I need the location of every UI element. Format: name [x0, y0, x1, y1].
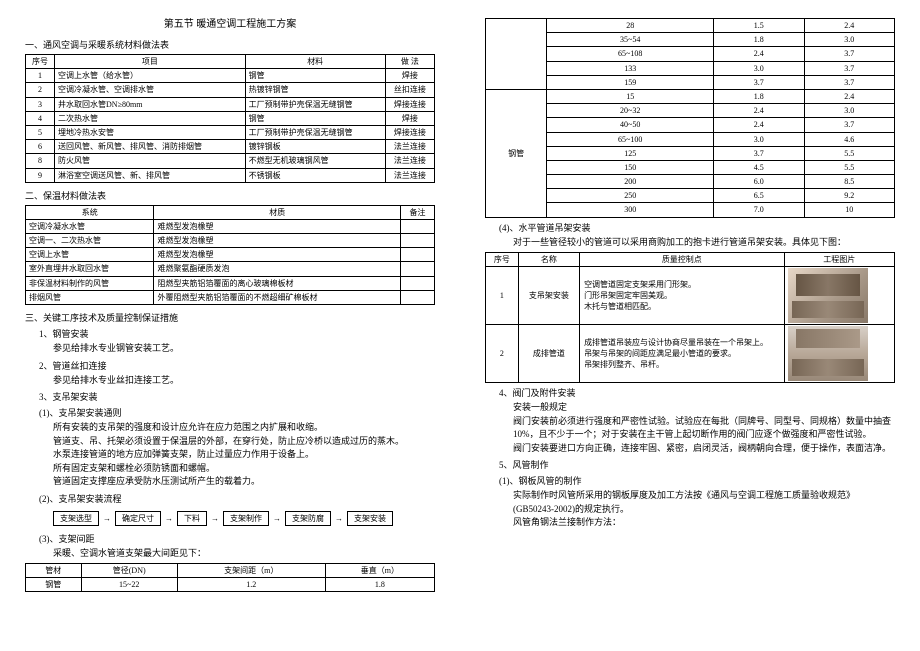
flow-diagram: 支架选型→确定尺寸→下料→支架制作→支架防腐→支架安装	[53, 511, 435, 526]
section-3-heading: 三、关键工序技术及质量控制保证措施	[25, 311, 435, 324]
s6-t2: 风管角钢法兰接制作方法：	[513, 516, 895, 530]
s5-t1: 安装一般规定	[513, 401, 895, 415]
s4-heading: (4)、水平管道吊架安装	[499, 221, 895, 234]
s3-p31e: 管道固定支撑座应承受防水压测试所产生的载着力。	[53, 475, 435, 489]
s3-p33a: 采暖、空调水管道支架最大间距见下：	[53, 547, 435, 561]
spacing-table: 管材管径(DN)支架间距（m）垂直（m） 钢管15~221.21.8	[25, 563, 435, 592]
s6-p1: (1)、钢板风管的制作	[499, 474, 895, 487]
section-2-heading: 二、保温材料做法表	[25, 189, 435, 202]
s3-p32: (2)、支吊架安装流程	[39, 492, 435, 505]
right-page: 281.52.435~541.83.065~1082.43.71333.03.7…	[460, 0, 920, 651]
s5-t3: 阀门安装要进口方向正确，连接牢固、紧密，启闭灵活，阀柄朝向合理，便于操作，表面洁…	[513, 442, 895, 456]
s3-p31a: 所有安装的支吊架的强度和设计应允许在应力范围之内扩展和收缩。	[53, 421, 435, 435]
materials-table-1: 序号项目材料做 法 1空调上水管（给水管）钢管焊接2空调冷凝水管、空调排水管热镀…	[25, 54, 435, 183]
s4-text: 对于一些管径较小的管道可以采用商购加工的抱卡进行管道吊架安装。具体见下图：	[513, 236, 895, 250]
s3-p33: (3)、支架间距	[39, 532, 435, 545]
s3-p2: 2、管道丝扣连接	[39, 359, 435, 372]
s3-p1: 1、钢管安装	[39, 327, 435, 340]
hanger-table: 序号名称质量控制点工程图片 1 支吊架安装 空调管道固定支架采用门形架。 门形吊…	[485, 252, 895, 383]
s6-t: 实际制作时风管所采用的钢板厚度及加工方法按《通风与空调工程施工质量验收规范》(G…	[513, 489, 895, 516]
s3-p31d: 所有固定支架和螺栓必须防锈面和螺帽。	[53, 462, 435, 476]
s3-p31b: 管道支、吊、托架必须设置于保温层的外部，在穿行处，防止应冷桥以造成过历的蒸木。	[53, 435, 435, 449]
left-page: 第五节 暖通空调工程施工方案 一、通风空调与采暖系统材料做法表 序号项目材料做 …	[0, 0, 460, 651]
doc-title: 第五节 暖通空调工程施工方案	[25, 15, 435, 30]
s5-heading: 4、阀门及附件安装	[499, 386, 895, 399]
s3-p31c: 水泵连接管道的地方应加弹簧支架，防止过量应力作用于设备上。	[53, 448, 435, 462]
s3-p1a: 参见给排水专业钢管安装工艺。	[53, 342, 435, 356]
s3-p3: 3、支吊架安装	[39, 390, 435, 403]
s3-p31: (1)、支吊架安装通则	[39, 406, 435, 419]
s3-p2a: 参见给排水专业丝扣连接工艺。	[53, 374, 435, 388]
photo-1	[788, 268, 868, 323]
s6-heading: 5、风管制作	[499, 458, 895, 471]
insulation-table: 系统材质备注 空调冷凝水水管难燃型发泡橡塑空调一、二次热水管难燃型发泡橡塑空调上…	[25, 205, 435, 305]
section-1-heading: 一、通风空调与采暖系统材料做法表	[25, 38, 435, 51]
photo-2	[788, 326, 868, 381]
s5-t2: 阀门安装前必须进行强度和严密性试验。试验应在每批（同牌号、同型号、同规格）数量中…	[513, 415, 895, 442]
pipe-spacing-table: 281.52.435~541.83.065~1082.43.71333.03.7…	[485, 18, 895, 218]
